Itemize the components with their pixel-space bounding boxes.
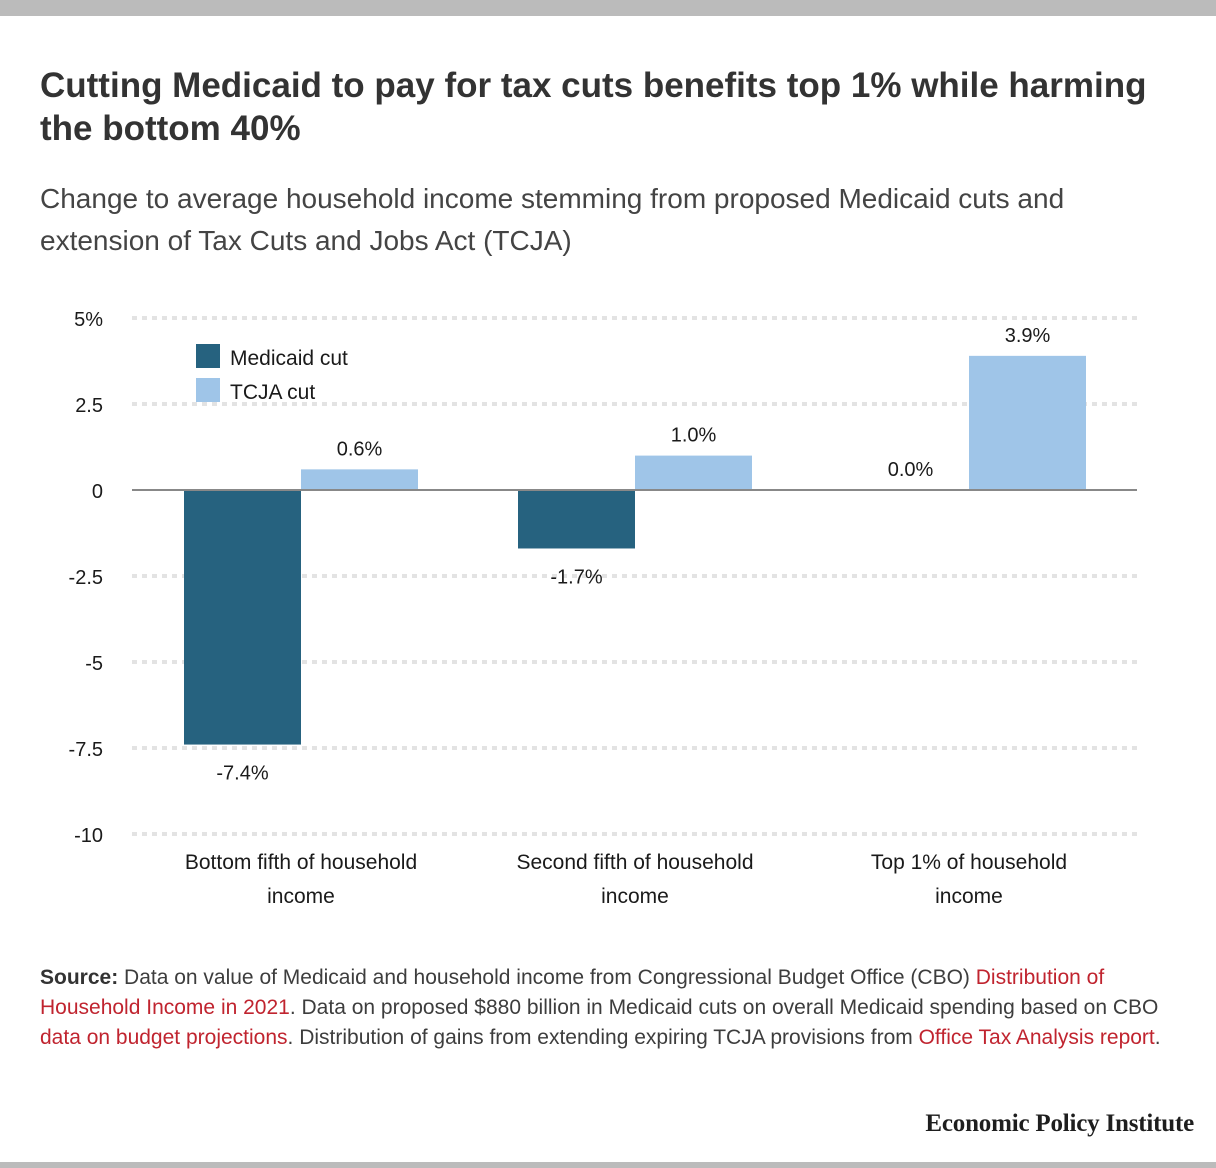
- x-category-label: Top 1% of household: [871, 851, 1067, 874]
- data-label: -7.4%: [216, 763, 268, 785]
- y-tick-label: 0: [92, 481, 103, 503]
- x-category-label: Bottom fifth of household: [185, 851, 417, 874]
- data-label: 0.6%: [337, 438, 383, 460]
- x-category-label: Second fifth of household: [516, 851, 753, 874]
- bar-chart: 5% 2.5 0 -2.5 -5 -7.5 -10 -7.4% -1.7% 0.0% 0.6% 1.…: [69, 309, 1137, 908]
- source-text: Data on value of Medicaid and household …: [40, 966, 1161, 1049]
- data-labels: -7.4% -1.7% 0.0% 0.6% 1.0% 3.9%: [216, 325, 1050, 785]
- data-label: 1.0%: [671, 425, 717, 447]
- bar-tcja: [301, 469, 418, 490]
- bars: [184, 355, 1086, 745]
- y-axis-ticks: 5% 2.5 0 -2.5 -5 -7.5 -10: [69, 309, 104, 847]
- x-category-label: income: [935, 885, 1003, 908]
- source-text-segment: .: [1154, 1026, 1161, 1049]
- data-label: -1.7%: [550, 566, 602, 588]
- source-link[interactable]: Office Tax Analysis report: [918, 1026, 1155, 1049]
- data-label: 3.9%: [1005, 325, 1051, 347]
- top-border: [0, 0, 1216, 16]
- source-text-segment: Data on value of Medicaid and household …: [118, 966, 976, 989]
- bar-medicaid: [184, 490, 301, 745]
- legend: Medicaid cut TCJA cut: [196, 344, 348, 404]
- y-tick-label: -2.5: [69, 567, 103, 589]
- bar-tcja: [635, 455, 752, 490]
- y-tick-label: -10: [74, 825, 103, 847]
- gridlines: [132, 316, 1137, 836]
- y-tick-label: 5%: [74, 309, 103, 331]
- bar-tcja: [969, 355, 1086, 490]
- chart-subtitle: Change to average household income stemm…: [40, 183, 1065, 256]
- bottom-border: [0, 1162, 1216, 1168]
- x-category-label: income: [601, 885, 669, 908]
- source-text-segment: . Distribution of gains from extending e…: [287, 1026, 919, 1049]
- source-label: Source:: [40, 966, 119, 989]
- y-tick-label: 2.5: [75, 395, 103, 417]
- y-tick-label: -7.5: [69, 739, 103, 761]
- legend-label-medicaid: Medicaid cut: [230, 347, 348, 370]
- legend-swatch-tcja: [196, 378, 220, 402]
- bar-medicaid: [518, 490, 635, 549]
- source-link[interactable]: Distribution of Household Income in 2021: [40, 966, 1105, 1019]
- chart-title: Cutting Medicaid to pay for tax cuts ben…: [40, 66, 1147, 148]
- legend-label-tcja: TCJA cut: [230, 381, 315, 404]
- y-tick-label: -5: [85, 653, 103, 675]
- x-axis-categories: Bottom fifth of household income Second fi…: [185, 851, 1067, 908]
- source-text-segment: . Data on proposed $880 billion in Medic…: [289, 996, 1159, 1019]
- source-link[interactable]: data on budget projections: [40, 1026, 288, 1049]
- legend-swatch-medicaid: [196, 344, 220, 368]
- source-note: Source: Data on value of Medicaid and ho…: [40, 963, 1180, 1053]
- data-label: 0.0%: [888, 459, 934, 481]
- epi-logo: Economic Policy Institute: [925, 1110, 1194, 1137]
- x-category-label: income: [267, 885, 335, 908]
